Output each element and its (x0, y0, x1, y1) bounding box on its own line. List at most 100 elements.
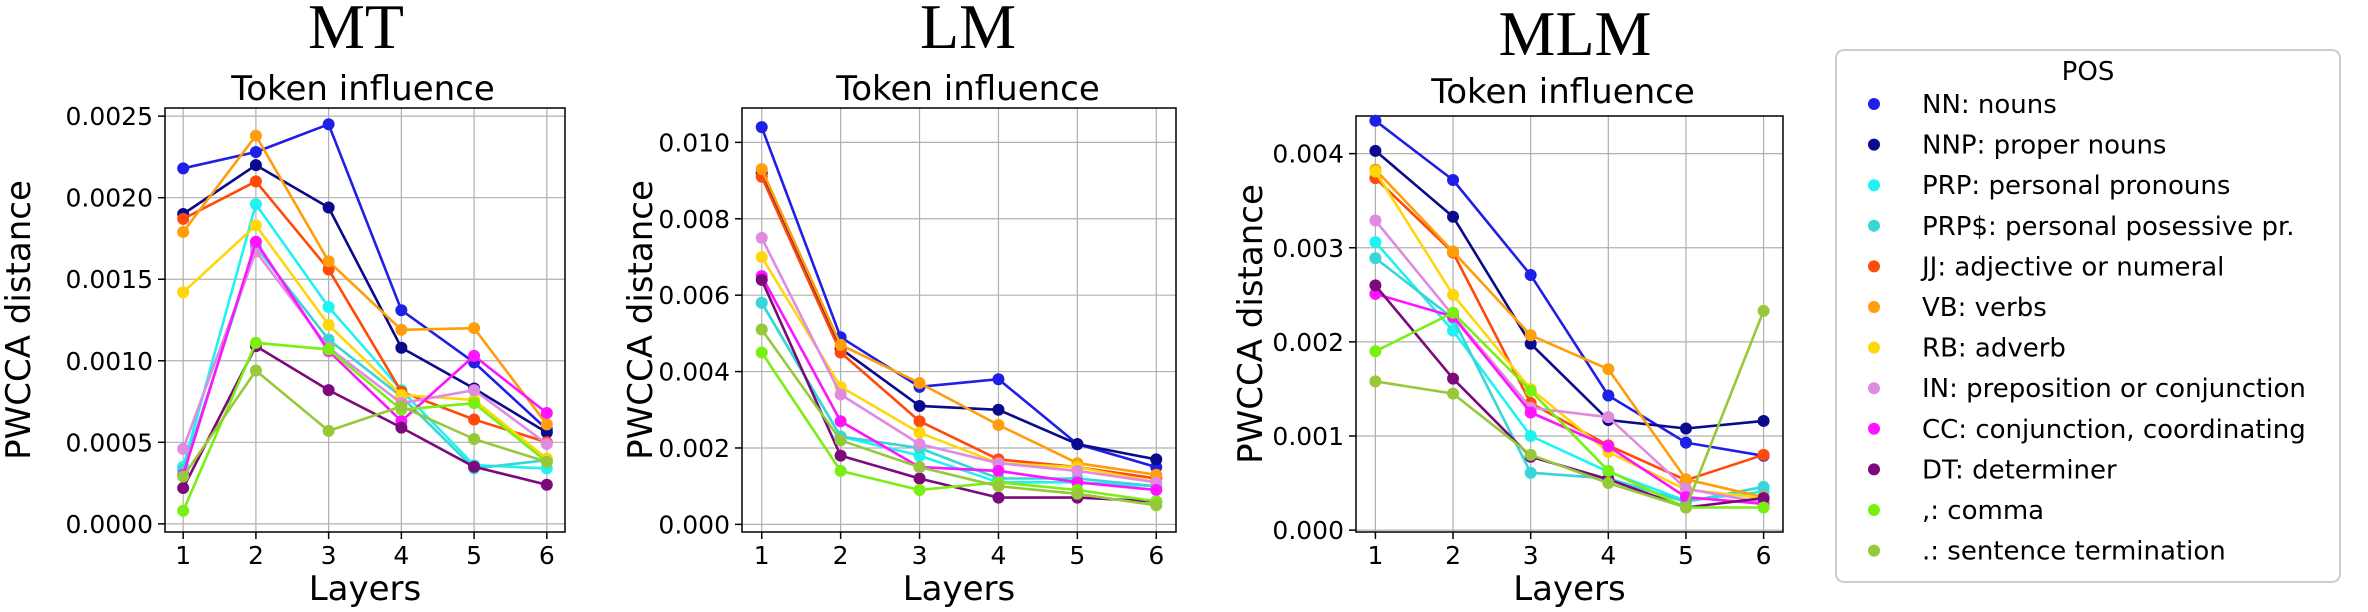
chart-subtitle: Token influence (835, 69, 1100, 109)
chart-subtitle: Token influence (1430, 72, 1695, 112)
data-point (540, 455, 553, 468)
legend-label: VB: verbs (1922, 293, 2047, 323)
data-point (1447, 306, 1460, 319)
data-point (1369, 144, 1382, 157)
y-tick-label: 0.002 (658, 434, 730, 463)
data-point (755, 273, 768, 286)
data-point (322, 384, 335, 397)
data-point (1447, 372, 1460, 385)
x-tick-label: 4 (991, 541, 1007, 570)
y-tick-label: 0.006 (658, 281, 730, 310)
data-point (1369, 345, 1382, 358)
chart-title: MT (308, 0, 404, 62)
data-point (249, 336, 262, 349)
series-4 (755, 170, 1163, 485)
data-point (395, 323, 408, 336)
data-point (322, 343, 335, 356)
y-tick-label: 0.004 (1272, 140, 1344, 169)
data-point (992, 480, 1005, 493)
legend-marker (1868, 98, 1880, 110)
data-point (1679, 473, 1692, 486)
legend-marker (1868, 341, 1880, 354)
data-point (1679, 422, 1692, 435)
data-point (992, 464, 1005, 477)
x-tick-label: 2 (248, 541, 264, 570)
series-2 (1369, 236, 1770, 507)
data-point (540, 437, 553, 450)
series-5 (177, 129, 553, 431)
data-point (755, 121, 768, 134)
axes-frame (1355, 115, 1784, 533)
y-tick-label: 0.000 (1272, 516, 1344, 545)
legend-marker (1868, 422, 1880, 435)
data-point (1757, 501, 1770, 514)
legend-label: CC: conjunction, coordinating (1922, 415, 2306, 445)
data-point (834, 415, 847, 428)
data-point (1447, 245, 1460, 258)
legend-marker (1868, 179, 1880, 192)
series-1 (1369, 144, 1770, 435)
data-point (1524, 448, 1537, 461)
legend-entry: VB: verbs (1868, 293, 2047, 323)
data-point (249, 364, 262, 377)
x-axis-label: Layers (1513, 569, 1626, 609)
data-point (468, 397, 481, 410)
series-line (1374, 241, 1764, 503)
legend-marker (1868, 463, 1880, 476)
data-point (1369, 165, 1382, 178)
data-point (834, 449, 847, 462)
series-line (760, 237, 1157, 484)
data-point (1369, 375, 1382, 388)
data-point (1757, 414, 1770, 427)
data-point (755, 346, 768, 359)
x-axis-label: Layers (903, 569, 1016, 609)
legend-entry: .: sentence termination (1868, 537, 2226, 567)
data-point (1447, 387, 1460, 400)
data-point (1071, 464, 1084, 477)
data-point (177, 212, 190, 225)
data-point (1602, 440, 1615, 453)
data-point (992, 373, 1005, 386)
legend-marker (1868, 544, 1880, 557)
data-point (992, 419, 1005, 432)
chart-panel-mlm: 1 2 3 4 5 6 0.000 0.001 0.002 0.003 0.004 MLMToken … (1231, 0, 1784, 609)
legend-entry: DT: determiner (1868, 455, 2117, 485)
data-point (249, 235, 262, 248)
data-point (834, 434, 847, 447)
data-point (913, 377, 926, 390)
y-tick-label: 0.002 (1272, 328, 1344, 357)
data-point (1150, 499, 1163, 512)
y-tick-label: 0.0000 (66, 510, 153, 539)
series-line (182, 341, 548, 512)
legend-entry: PRP: personal pronouns (1868, 171, 2230, 201)
y-tick-label: 0.0025 (66, 102, 153, 131)
data-point (755, 250, 768, 263)
data-point (1524, 384, 1537, 397)
series-line (181, 202, 547, 470)
data-point (755, 296, 768, 309)
data-point (1602, 389, 1615, 402)
data-point (468, 384, 481, 397)
data-point (177, 286, 190, 299)
series-line (760, 328, 1157, 507)
y-axis-label: PWCCA distance (1231, 184, 1271, 464)
y-tick-label: 0.0020 (66, 184, 153, 213)
data-point (540, 478, 553, 491)
legend-label: JJ: adjective or numeral (1920, 252, 2224, 282)
series-line (760, 172, 1157, 461)
legend-label: NNP: proper nouns (1922, 131, 2166, 161)
data-point (395, 341, 408, 354)
series-10 (1369, 306, 1770, 514)
chart-title: LM (920, 0, 1016, 62)
x-tick-label: 6 (1756, 541, 1772, 570)
data-point (468, 322, 481, 335)
data-point (992, 491, 1005, 504)
legend-label: ,: comma (1922, 496, 2044, 526)
series-line (760, 302, 1157, 488)
y-tick-label: 0.0015 (66, 265, 153, 294)
legend-label: RB: adverb (1922, 334, 2066, 364)
data-point (468, 413, 481, 426)
data-point (322, 424, 335, 437)
data-point (1447, 174, 1460, 186)
y-axis-label: PWCCA distance (0, 180, 39, 460)
